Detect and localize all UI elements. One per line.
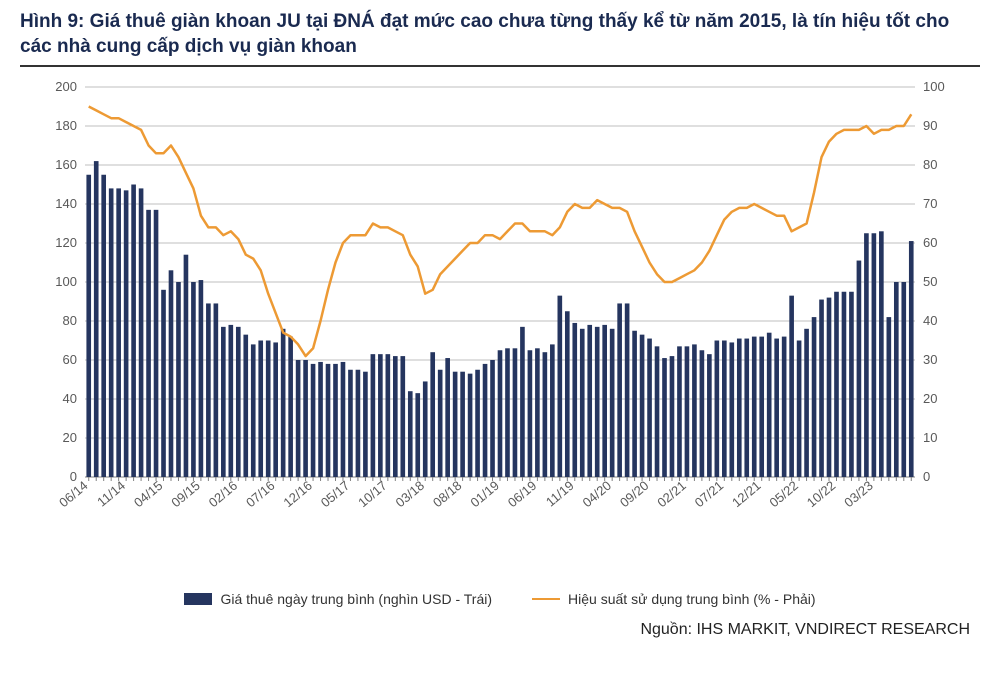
svg-text:60: 60 bbox=[63, 352, 77, 367]
title-rule bbox=[20, 65, 980, 67]
svg-text:20: 20 bbox=[923, 391, 937, 406]
svg-text:100: 100 bbox=[55, 274, 77, 289]
svg-text:0: 0 bbox=[923, 469, 930, 484]
legend-bar: Giá thuê ngày trung bình (nghìn USD - Tr… bbox=[184, 591, 492, 607]
svg-text:160: 160 bbox=[55, 157, 77, 172]
chart-container: 0204060801001201401601802000102030405060… bbox=[30, 77, 970, 587]
legend-line-swatch bbox=[532, 598, 560, 600]
svg-text:100: 100 bbox=[923, 79, 945, 94]
legend-bar-swatch bbox=[184, 593, 212, 605]
legend-line: Hiệu suất sử dụng trung bình (% - Phải) bbox=[532, 591, 816, 607]
svg-text:40: 40 bbox=[63, 391, 77, 406]
svg-text:200: 200 bbox=[55, 79, 77, 94]
svg-text:50: 50 bbox=[923, 274, 937, 289]
svg-text:80: 80 bbox=[923, 157, 937, 172]
source-text: Nguồn: IHS MARKIT, VNDIRECT RESEARCH bbox=[20, 621, 980, 639]
svg-text:140: 140 bbox=[55, 196, 77, 211]
legend-line-label: Hiệu suất sử dụng trung bình (% - Phải) bbox=[568, 591, 816, 607]
svg-text:70: 70 bbox=[923, 196, 937, 211]
svg-text:10: 10 bbox=[923, 430, 937, 445]
svg-text:30: 30 bbox=[923, 352, 937, 367]
svg-text:20: 20 bbox=[63, 430, 77, 445]
svg-text:60: 60 bbox=[923, 235, 937, 250]
chart-title: Hình 9: Giá thuê giàn khoan JU tại ĐNÁ đ… bbox=[20, 10, 980, 59]
svg-text:180: 180 bbox=[55, 118, 77, 133]
legend-bar-label: Giá thuê ngày trung bình (nghìn USD - Tr… bbox=[220, 591, 492, 607]
svg-text:80: 80 bbox=[63, 313, 77, 328]
legend: Giá thuê ngày trung bình (nghìn USD - Tr… bbox=[20, 591, 980, 607]
combo-chart: 0204060801001201401601802000102030405060… bbox=[30, 77, 970, 587]
svg-text:90: 90 bbox=[923, 118, 937, 133]
svg-text:40: 40 bbox=[923, 313, 937, 328]
svg-text:120: 120 bbox=[55, 235, 77, 250]
